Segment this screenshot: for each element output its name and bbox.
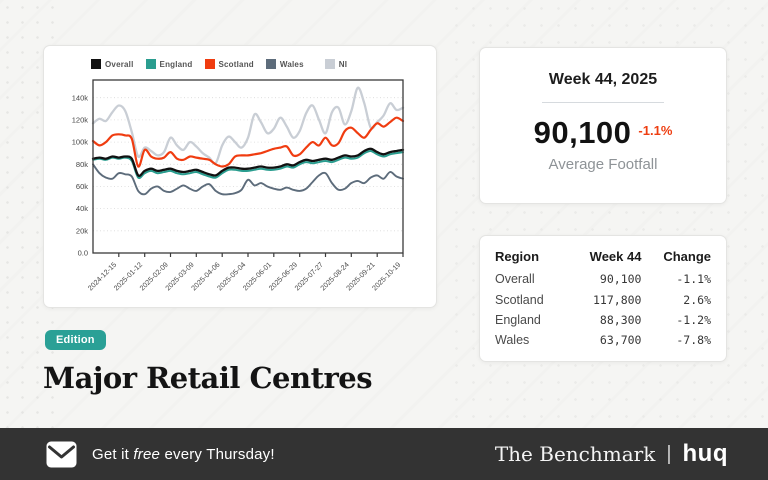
scotland-swatch-icon: [204, 59, 215, 69]
svg-text:80k: 80k: [76, 160, 88, 169]
cell-change: -1.2%: [676, 312, 711, 327]
footfall-line-chart: 0.020k40k60k80k100k120k140k2024-12-15202…: [72, 79, 405, 292]
divider: [542, 102, 664, 103]
legend-label: Scotland: [218, 59, 254, 69]
table-header-row: Region Week 44 Change: [495, 247, 711, 269]
cta-prefix: Get it: [92, 445, 134, 463]
weekly-stat-card: Week 44, 2025 90,100 -1.1% Average Footfa…: [479, 47, 727, 204]
cell-week44: 88,300: [599, 312, 642, 327]
stat-caption: Average Footfall: [548, 156, 658, 173]
cell-region: Wales: [495, 333, 530, 348]
region-table: Region Week 44 Change Overall 90,100 -1.…: [495, 247, 711, 351]
envelope-icon: [46, 441, 77, 467]
legend-label: NI: [338, 59, 348, 69]
cell-region: Scotland: [495, 292, 544, 307]
header-week44: Week 44: [589, 249, 642, 264]
cell-week44: 63,700: [599, 333, 642, 348]
legend-item-wales: Wales: [265, 59, 304, 69]
change-badge: -1.1%: [638, 123, 673, 138]
region-table-card: Region Week 44 Change Overall 90,100 -1.…: [479, 235, 727, 362]
cell-change: 2.6%: [683, 292, 711, 307]
cell-region: England: [495, 312, 541, 327]
svg-text:120k: 120k: [72, 116, 89, 125]
page-title: Major Retail Centres: [43, 361, 373, 395]
stat-week-title: Week 44, 2025: [548, 71, 658, 88]
cta-free-word: free: [133, 445, 161, 463]
newsletter-cta[interactable]: Get it free every Thursday!: [92, 446, 275, 463]
stat-value-row: 90,100 -1.1%: [480, 115, 726, 151]
legend-label: England: [159, 59, 193, 69]
overall-swatch-icon: [91, 59, 101, 69]
legend-label: Wales: [279, 59, 304, 69]
svg-text:140k: 140k: [72, 93, 89, 102]
cell-change: -1.1%: [676, 272, 711, 287]
legend-item-ni: NI: [324, 59, 348, 69]
table-row: England 88,300 -1.2%: [495, 310, 711, 330]
svg-text:20k: 20k: [76, 226, 88, 235]
svg-text:0.0: 0.0: [78, 249, 88, 258]
average-footfall-value: 90,100: [533, 115, 632, 150]
brand-divider: |: [666, 442, 672, 465]
legend-item-scotland: Scotland: [204, 59, 254, 69]
cell-region: Overall: [495, 272, 535, 287]
brand-name: The Benchmark: [494, 442, 656, 466]
svg-text:60k: 60k: [76, 182, 88, 191]
cta-suffix: every Thursday!: [160, 445, 275, 463]
footer-bar: Get it free every Thursday! The Benchmar…: [0, 428, 768, 480]
legend-item-england: England: [145, 59, 193, 69]
cell-week44: 90,100: [599, 272, 642, 287]
svg-text:40k: 40k: [76, 204, 88, 213]
table-row: Scotland 117,800 2.6%: [495, 289, 711, 309]
wales-swatch-icon: [265, 59, 276, 69]
edition-badge: Edition: [45, 330, 106, 350]
header-region: Region: [495, 249, 540, 264]
ni-swatch-icon: [324, 59, 335, 69]
legend-item-overall: Overall: [91, 59, 134, 69]
table-row: Wales 63,700 -7.8%: [495, 330, 711, 350]
cell-week44: 117,800: [593, 292, 642, 307]
footfall-chart-card: Overall England Scotland Wales NI 0.0 20k…: [43, 45, 437, 308]
header-change: Change: [663, 249, 711, 264]
huq-logo[interactable]: huq: [682, 440, 728, 467]
svg-text:100k: 100k: [72, 138, 89, 147]
table-row: Overall 90,100 -1.1%: [495, 269, 711, 289]
england-swatch-icon: [145, 59, 156, 69]
chart-legend: Overall England Scotland Wales NI: [44, 46, 436, 69]
cell-change: -7.8%: [676, 333, 711, 348]
legend-label: Overall: [105, 59, 134, 69]
